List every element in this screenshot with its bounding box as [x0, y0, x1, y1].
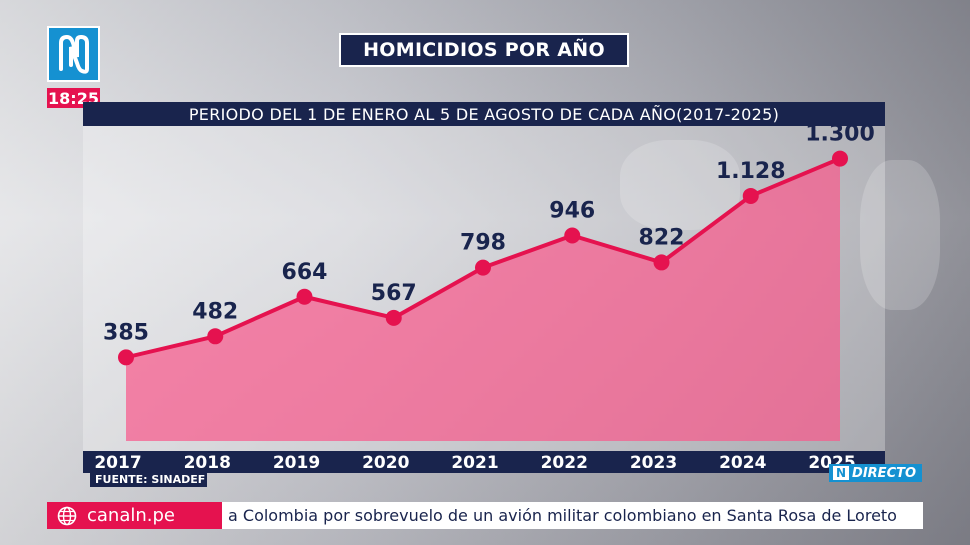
- series-area: [126, 158, 840, 441]
- data-label: 946: [549, 198, 595, 223]
- ticker-headline: a Colombia por sobrevuelo de un avión mi…: [228, 506, 897, 525]
- x-tick-label: 2022: [541, 453, 588, 473]
- chart-title: HOMICIDIOS POR AÑO: [339, 33, 629, 67]
- data-point: [475, 259, 491, 276]
- source-label: FUENTE: SINADEF: [90, 471, 207, 487]
- data-point: [118, 349, 134, 366]
- live-label: DIRECTO: [852, 465, 917, 481]
- data-point: [832, 150, 848, 167]
- background-blur-shape: [620, 140, 740, 230]
- live-badge: N DIRECTO: [829, 464, 922, 482]
- data-point: [207, 328, 224, 345]
- news-ticker: canaln.pe a Colombia por sobrevuelo de u…: [47, 502, 923, 529]
- x-tick-label: 2017: [94, 453, 141, 473]
- globe-icon: [57, 506, 77, 525]
- chart-subtitle: PERIODO DEL 1 DE ENERO AL 5 DE AGOSTO DE…: [83, 102, 885, 126]
- canal-n-logo: [47, 26, 100, 82]
- data-label: 798: [460, 231, 506, 256]
- x-tick-label: 2023: [630, 453, 677, 473]
- background-blur-shape: [860, 160, 940, 310]
- data-point: [564, 227, 581, 244]
- data-label: 567: [371, 281, 417, 306]
- data-label: 1.300: [805, 122, 875, 147]
- data-label: 1.128: [716, 159, 786, 184]
- ticker-site-link[interactable]: canaln.pe: [47, 502, 222, 529]
- live-badge-logo: N: [833, 466, 850, 480]
- x-tick-label: 2024: [719, 453, 766, 473]
- data-point: [296, 288, 313, 305]
- x-axis-bar: [83, 451, 885, 473]
- data-label: 664: [282, 260, 328, 285]
- ticker-site-label: canaln.pe: [87, 505, 175, 526]
- data-label: 482: [192, 299, 238, 324]
- x-tick-label: 2021: [451, 453, 498, 473]
- x-tick-label: 2018: [184, 453, 231, 473]
- x-tick-label: 2019: [273, 453, 320, 473]
- x-tick-label: 2020: [362, 453, 409, 473]
- data-label: 385: [103, 320, 149, 345]
- canal-n-logo-icon: [58, 34, 89, 74]
- data-point: [653, 254, 670, 271]
- data-label: 822: [639, 225, 685, 250]
- data-point: [385, 309, 402, 326]
- data-point: [742, 187, 759, 204]
